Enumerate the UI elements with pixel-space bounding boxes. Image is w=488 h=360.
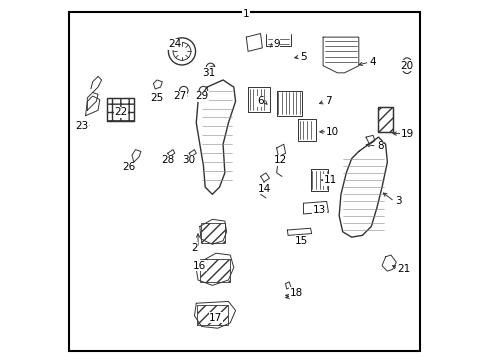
Bar [107,98,134,121]
Text: 27: 27 [173,91,186,101]
Bar [107,98,134,121]
Text: 14: 14 [257,184,270,194]
Text: 3: 3 [394,197,401,206]
Text: 16: 16 [193,261,206,271]
Text: 5: 5 [300,52,306,62]
Text: 12: 12 [273,156,286,165]
Text: 10: 10 [325,127,338,137]
Text: 21: 21 [396,264,409,274]
Text: 23: 23 [75,121,88,131]
Text: 15: 15 [294,236,307,246]
Text: 19: 19 [400,129,413,139]
Bar [378,107,392,132]
Text: 8: 8 [376,141,383,151]
Text: 28: 28 [161,156,174,165]
Text: 13: 13 [312,205,325,215]
Bar [378,107,392,132]
Text: 7: 7 [325,96,331,107]
Bar [201,223,225,243]
Text: 31: 31 [202,68,215,78]
Text: 22: 22 [114,107,128,117]
Text: 20: 20 [400,61,413,71]
Text: 9: 9 [273,39,280,49]
Text: 6: 6 [257,96,264,107]
Text: 30: 30 [182,156,195,165]
Text: 1: 1 [243,9,249,19]
Text: 25: 25 [150,93,163,103]
Text: 4: 4 [369,57,376,67]
Bar [200,258,230,282]
Text: 24: 24 [168,39,181,49]
Bar [197,305,227,325]
Text: 11: 11 [323,175,336,185]
Text: 17: 17 [209,312,222,323]
Text: 26: 26 [122,162,135,172]
Text: 2: 2 [191,243,198,253]
Text: 29: 29 [195,91,208,101]
Text: 18: 18 [289,288,302,297]
